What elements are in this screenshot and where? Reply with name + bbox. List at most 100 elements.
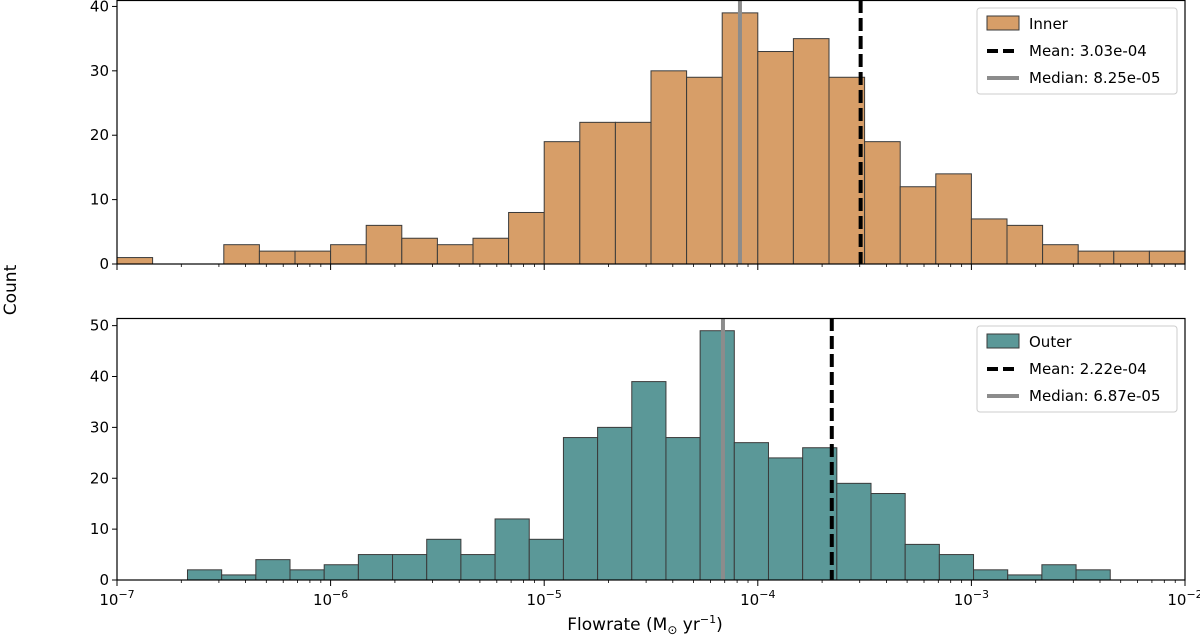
inner-histogram-bar xyxy=(1077,250,1115,264)
outer-histogram-ytick-label: 50 xyxy=(90,317,109,335)
x-tick-label: 10−4 xyxy=(740,588,775,609)
inner-histogram-ytick-label: 0 xyxy=(99,255,109,273)
x-tick-label-exponent: −4 xyxy=(759,588,775,601)
outer-histogram-bar xyxy=(392,554,428,580)
inner-histogram-plot-area xyxy=(117,0,1185,264)
x-tick-label-exponent: −3 xyxy=(973,588,989,601)
inner-histogram-bar xyxy=(1042,244,1079,264)
inner-histogram-bar xyxy=(757,51,794,264)
outer-histogram-bar xyxy=(836,482,872,580)
x-tick-label: 10−5 xyxy=(527,588,562,609)
inner-histogram-bar xyxy=(650,70,688,264)
inner-histogram-ytick-label: 30 xyxy=(90,62,109,80)
inner-histogram-ytick-label: 10 xyxy=(90,191,109,209)
outer-histogram-bar xyxy=(357,554,394,580)
outer-histogram-bar xyxy=(733,442,769,580)
outer-histogram-bar xyxy=(289,569,325,580)
outer-histogram-bar xyxy=(938,554,975,580)
outer-histogram-bar xyxy=(767,457,804,580)
x-tick-label-exponent: −7 xyxy=(118,588,134,601)
x-tick-label-base: 10 xyxy=(313,591,332,609)
inner-histogram-legend: Inner Mean: 3.03e-04 Median: 8.25e-05 xyxy=(976,7,1178,95)
inner-histogram-bar xyxy=(579,121,616,264)
outer-histogram-bar xyxy=(186,569,223,580)
outer-histogram-bar xyxy=(870,493,906,580)
inner-histogram-bar xyxy=(294,250,332,264)
outer-histogram-bar xyxy=(1041,564,1077,580)
outer-histogram-legend-series-label: Outer xyxy=(1029,333,1072,351)
outer-histogram-ytick-label: 30 xyxy=(90,418,109,436)
inner-histogram-ytick-label: 20 xyxy=(90,126,109,144)
x-axis-label-sun-symbol: ⊙ xyxy=(667,623,677,637)
inner-histogram-bar xyxy=(401,237,438,264)
x-tick-label-exponent: −2 xyxy=(1186,588,1200,601)
x-tick-label-exponent: −5 xyxy=(546,588,562,601)
inner-histogram-bar xyxy=(543,141,581,264)
outer-histogram-legend: Outer Mean: 2.22e-04 Median: 6.87e-05 xyxy=(976,325,1178,413)
outer-histogram-bar xyxy=(597,426,633,580)
outer-histogram-legend-mean-label: Mean: 2.22e-04 xyxy=(1029,360,1147,378)
outer-histogram-bar xyxy=(1075,569,1111,580)
outer-histogram-ytick-label: 40 xyxy=(90,368,109,386)
x-tick-label-exponent: −6 xyxy=(332,588,348,601)
inner-histogram-bar xyxy=(117,257,154,264)
outer-histogram-bar xyxy=(528,538,564,580)
inner-histogram-bar xyxy=(472,237,510,264)
inner-histogram-legend-mean-label: Mean: 3.03e-04 xyxy=(1029,42,1147,60)
inner-histogram-axes-frame xyxy=(116,0,1186,265)
x-tick-label: 10−6 xyxy=(313,588,348,609)
inner-histogram-bar xyxy=(1148,250,1185,264)
inner-histogram-bar xyxy=(1113,250,1150,264)
inner-histogram-bar xyxy=(1006,224,1044,264)
outer-histogram-bar xyxy=(699,330,735,580)
x-axis-label-mid: yr xyxy=(677,615,699,635)
inner-histogram-bar xyxy=(365,224,403,264)
inner-histogram-legend-box xyxy=(976,7,1178,95)
inner-histogram-bar xyxy=(258,250,296,264)
outer-histogram-bar xyxy=(323,564,359,580)
outer-histogram-bar xyxy=(1007,574,1043,580)
x-tick-label-base: 10 xyxy=(740,591,759,609)
inner-histogram-bar xyxy=(970,218,1008,264)
outer-histogram-axes-frame xyxy=(116,317,1186,581)
outer-histogram-legend-median-label: Median: 6.87e-05 xyxy=(1029,387,1161,405)
outer-histogram-ytick-label: 20 xyxy=(90,469,109,487)
inner-histogram-bar xyxy=(223,244,260,264)
outer-histogram-bar xyxy=(562,437,599,580)
x-axis-label: Flowrate (M⊙ yr−1) xyxy=(567,613,722,637)
inner-histogram-bar xyxy=(792,38,830,264)
outer-histogram-bar xyxy=(255,559,291,580)
x-tick-label-base: 10 xyxy=(1167,591,1186,609)
x-axis-label-main: Flowrate (M xyxy=(567,615,667,635)
x-tick-label: 10−7 xyxy=(99,588,134,609)
outer-histogram-legend-patch xyxy=(986,333,1020,349)
x-tick-label: 10−2 xyxy=(1167,588,1200,609)
x-tick-label-base: 10 xyxy=(99,591,118,609)
outer-histogram-ytick-label: 10 xyxy=(90,520,109,538)
inner-histogram-bar xyxy=(330,244,367,264)
inner-histogram-bar xyxy=(864,141,901,264)
outer-histogram-legend-box xyxy=(976,325,1178,413)
x-axis-label-end: ) xyxy=(716,615,723,635)
inner-histogram-ytick-label: 40 xyxy=(90,0,109,15)
x-tick-label-base: 10 xyxy=(527,591,546,609)
outer-histogram-bar xyxy=(904,543,940,580)
outer-histogram-plot-area xyxy=(186,318,1111,580)
outer-histogram-bar xyxy=(665,437,701,580)
inner-histogram-bar xyxy=(935,173,972,264)
inner-histogram-legend-series-label: Inner xyxy=(1029,15,1069,33)
inner-histogram-bar xyxy=(686,76,723,264)
x-axis-label-exponent: −1 xyxy=(700,613,716,626)
inner-histogram-bar xyxy=(508,211,545,264)
inner-panel: 0 10 20 30 40 Inner Mean: 3.03e-04 Median: 8.25… xyxy=(90,0,1186,273)
outer-histogram-bar xyxy=(221,574,257,580)
inner-histogram-legend-median-label: Median: 8.25e-05 xyxy=(1029,69,1161,87)
x-tick-label-base: 10 xyxy=(954,591,973,609)
inner-histogram-bar xyxy=(899,186,937,264)
outer-histogram-bar xyxy=(460,554,496,580)
outer-histogram-bar xyxy=(973,569,1009,580)
outer-histogram-bar xyxy=(631,381,667,580)
y-axis-label: Count xyxy=(1,264,21,315)
